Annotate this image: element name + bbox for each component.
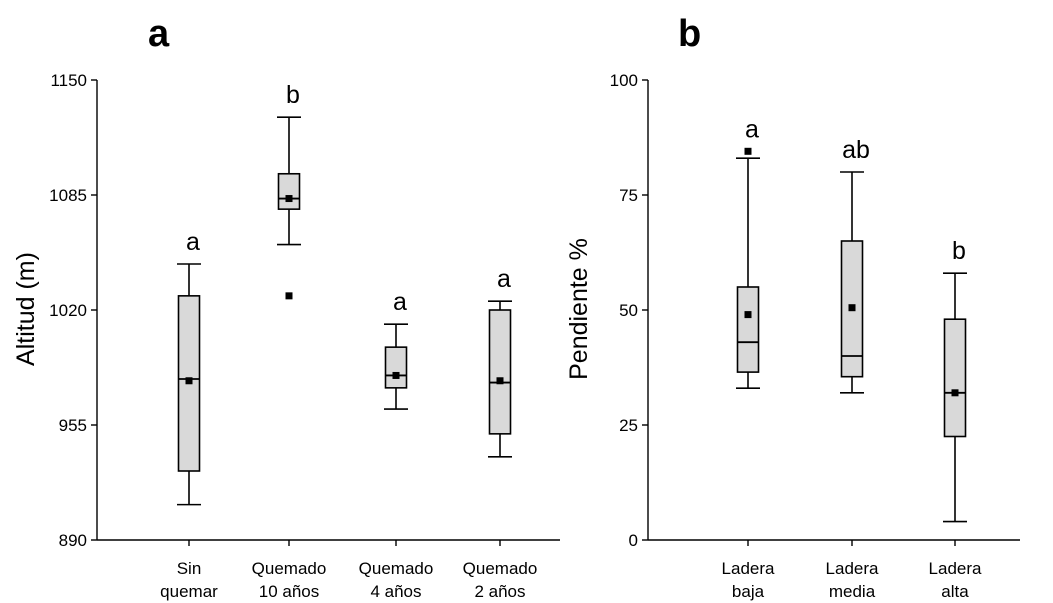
iqr-box — [736, 286, 760, 373]
a-box-1: a — [177, 228, 201, 506]
mean-marker — [496, 377, 504, 385]
a-y-tick-label: 955 — [59, 416, 87, 435]
b-box-1: a — [736, 115, 760, 390]
iqr-box — [943, 318, 967, 438]
outlier-point — [744, 147, 752, 155]
a-box-2: b — [277, 81, 301, 300]
b-y-tick-label: 75 — [619, 186, 638, 205]
a-category-label-line2: quemar — [160, 582, 218, 601]
significance-letter: a — [745, 115, 759, 143]
panel-a-boxes: a b a a — [177, 81, 512, 506]
a-y-tick-label: 1085 — [49, 186, 87, 205]
panel-b-boxes: a ab b — [736, 115, 967, 523]
b-y-tick-label: 0 — [629, 531, 638, 550]
b-category-label-line2: alta — [941, 582, 969, 601]
significance-letter: ab — [842, 136, 870, 164]
iqr-box — [488, 309, 512, 435]
significance-letter: b — [286, 81, 300, 109]
a-category-label-line1: Quemado — [359, 559, 434, 578]
b-y-tick-label: 100 — [610, 71, 638, 90]
iqr-box — [384, 346, 408, 389]
b-y-tick-label: 50 — [619, 301, 638, 320]
significance-letter: a — [186, 228, 200, 256]
mean-marker — [951, 389, 959, 397]
a-box-3: a — [384, 288, 408, 410]
iqr-box — [277, 172, 301, 210]
panel-b-y-axis-label: Pendiente % — [565, 238, 593, 380]
significance-letter: a — [393, 288, 407, 316]
panel-b-axes: 0 25 50 75 100 Ladera baja Ladera media Ladera alt… — [610, 71, 1020, 601]
panel-a-axes: 890 955 1020 1085 1150 Sin quemar Quemado 10 año… — [49, 71, 560, 601]
panel-a: a Altitud (m) 890 955 1020 1085 1150 Sin quema… — [12, 13, 560, 601]
mean-marker — [285, 195, 293, 203]
a-category-label-line1: Quemado — [463, 559, 538, 578]
b-box-2: ab — [840, 136, 870, 394]
a-y-tick-label: 890 — [59, 531, 87, 550]
b-category-label-line1: Ladera — [826, 559, 879, 578]
a-category-label-line2: 2 años — [474, 582, 525, 601]
mean-marker — [185, 377, 193, 385]
panel-a-y-axis-label: Altitud (m) — [12, 252, 40, 366]
a-category-label-line2: 10 años — [259, 582, 320, 601]
outlier-point — [285, 292, 293, 300]
a-box-4: a — [488, 265, 512, 458]
panel-a-letter: a — [148, 13, 170, 55]
a-y-tick-label: 1020 — [49, 301, 87, 320]
panel-b-letter: b — [678, 13, 701, 55]
significance-letter: a — [497, 265, 511, 293]
mean-marker — [392, 371, 400, 379]
significance-letter: b — [952, 237, 966, 265]
b-category-label-line1: Ladera — [929, 559, 982, 578]
a-category-label-line2: 4 años — [370, 582, 421, 601]
a-category-label-line1: Sin — [177, 559, 202, 578]
b-category-label-line2: baja — [732, 582, 765, 601]
b-box-3: b — [943, 237, 967, 523]
mean-marker — [744, 311, 752, 319]
b-category-label-line2: media — [829, 582, 876, 601]
panel-b: b Pendiente % 0 25 50 75 100 Ladera baja Ladera… — [565, 13, 1020, 601]
b-category-label-line1: Ladera — [722, 559, 775, 578]
b-y-tick-label: 25 — [619, 416, 638, 435]
a-y-tick-label: 1150 — [50, 71, 87, 90]
a-category-label-line1: Quemado — [252, 559, 327, 578]
mean-marker — [848, 304, 856, 312]
